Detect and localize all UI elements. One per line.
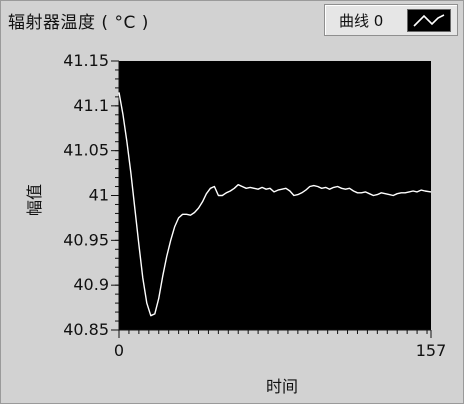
- y-axis-title: 幅值: [25, 184, 44, 216]
- x-tick-label: 0: [114, 341, 124, 360]
- y-tick-label: 40.85: [63, 320, 109, 339]
- x-axis: 0 157: [114, 329, 447, 360]
- y-tick-label: 41.1: [73, 96, 109, 115]
- y-tick-label: 41: [89, 186, 109, 205]
- y-tick-label: 41.05: [63, 141, 109, 160]
- y-axis: 41.15 41.1 41.05 41 40.95 40.9 40.85: [63, 51, 120, 339]
- series-line: [118, 92, 432, 317]
- x-tick-label: 157: [416, 341, 447, 360]
- plot-legend[interactable]: 曲线 0: [324, 4, 458, 36]
- y-tick-label: 40.95: [63, 230, 109, 249]
- y-tick-label: 40.9: [73, 275, 109, 294]
- series-layer: [118, 92, 432, 317]
- y-tick-label: 41.15: [63, 51, 109, 70]
- legend-label: 曲线 0: [339, 12, 384, 30]
- line-curve-icon[interactable]: [407, 9, 451, 32]
- x-axis-title: 时间: [266, 377, 298, 396]
- plot-area[interactable]: [119, 61, 431, 330]
- graph-title: 辐射器温度 ( °C ): [8, 13, 149, 33]
